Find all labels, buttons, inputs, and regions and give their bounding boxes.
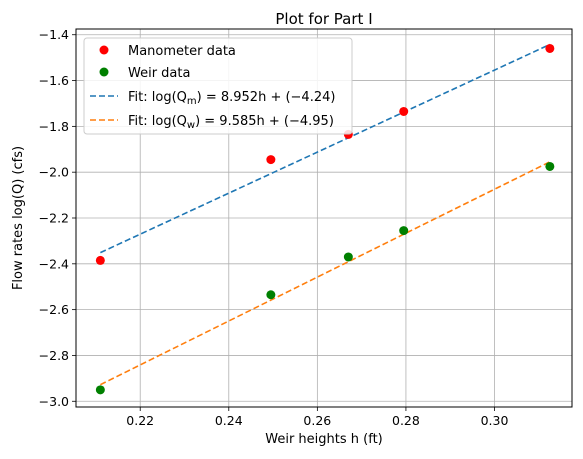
y-tick-label: −2.4	[39, 256, 69, 271]
y-tick-label: −2.2	[39, 211, 69, 226]
weir-point	[95, 385, 105, 395]
manometer-point	[545, 43, 555, 53]
manometer-point	[95, 255, 105, 265]
legend-fit-m-sub: m	[187, 96, 197, 107]
legend-marker-weir	[99, 67, 109, 77]
y-tick-label: −1.4	[39, 27, 69, 42]
legend-label-manometer-fit: Fit: log(Qm) = 8.952h + (−4.24)	[128, 90, 335, 107]
legend-label-weir-fit: Fit: log(Qw) = 9.585h + (−4.95)	[128, 114, 334, 131]
y-tick-label: −1.8	[39, 119, 69, 134]
fit-line-0	[100, 43, 551, 254]
x-axis-label: Weir heights h (ft)	[265, 432, 382, 447]
legend-box	[83, 37, 353, 135]
manometer-point	[399, 106, 409, 116]
y-tick-label: −2.8	[39, 348, 69, 363]
x-tick-label: 0.28	[392, 413, 420, 428]
weir-point	[545, 161, 555, 171]
fit-line-1	[100, 161, 551, 386]
legend-fit-m-prefix: Fit: log(Q	[128, 90, 187, 105]
legend-fit-m-suffix: ) = 8.952h + (−4.24)	[197, 90, 336, 105]
legend-label-manometer: Manometer data	[128, 44, 236, 59]
weir-point	[343, 252, 353, 262]
legend-fit-w-prefix: Fit: log(Q	[128, 114, 187, 129]
y-tick-label: −3.0	[39, 394, 69, 409]
x-tick-label: 0.24	[215, 413, 243, 428]
x-axis-ticks: 0.22 0.24 0.26 0.28 0.30	[126, 407, 508, 428]
legend: Manometer data Weir data Fit: log(Qm) = …	[83, 37, 353, 135]
x-tick-label: 0.26	[303, 413, 331, 428]
weir-point	[266, 290, 276, 300]
legend-fit-w-suffix: ) = 9.585h + (−4.95)	[195, 114, 334, 129]
legend-fit-w-sub: w	[187, 120, 195, 131]
y-tick-label: −1.6	[39, 73, 69, 88]
legend-label-weir: Weir data	[128, 66, 190, 81]
x-tick-label: 0.22	[126, 413, 154, 428]
x-tick-label: 0.30	[481, 413, 509, 428]
legend-marker-manometer	[99, 45, 109, 55]
y-tick-label: −2.0	[39, 165, 69, 180]
y-tick-label: −2.6	[39, 302, 69, 317]
fit-lines	[100, 43, 551, 386]
weir-point	[399, 226, 409, 236]
y-axis-label: Flow rates log(Q) (cfs)	[11, 146, 26, 290]
y-axis-ticks: −1.4 −1.6 −1.8 −2.0 −2.2 −2.4 −2.6 −2.8 −3.0	[39, 27, 76, 409]
chart-title: Plot for Part I	[275, 10, 372, 28]
manometer-point	[266, 155, 276, 165]
